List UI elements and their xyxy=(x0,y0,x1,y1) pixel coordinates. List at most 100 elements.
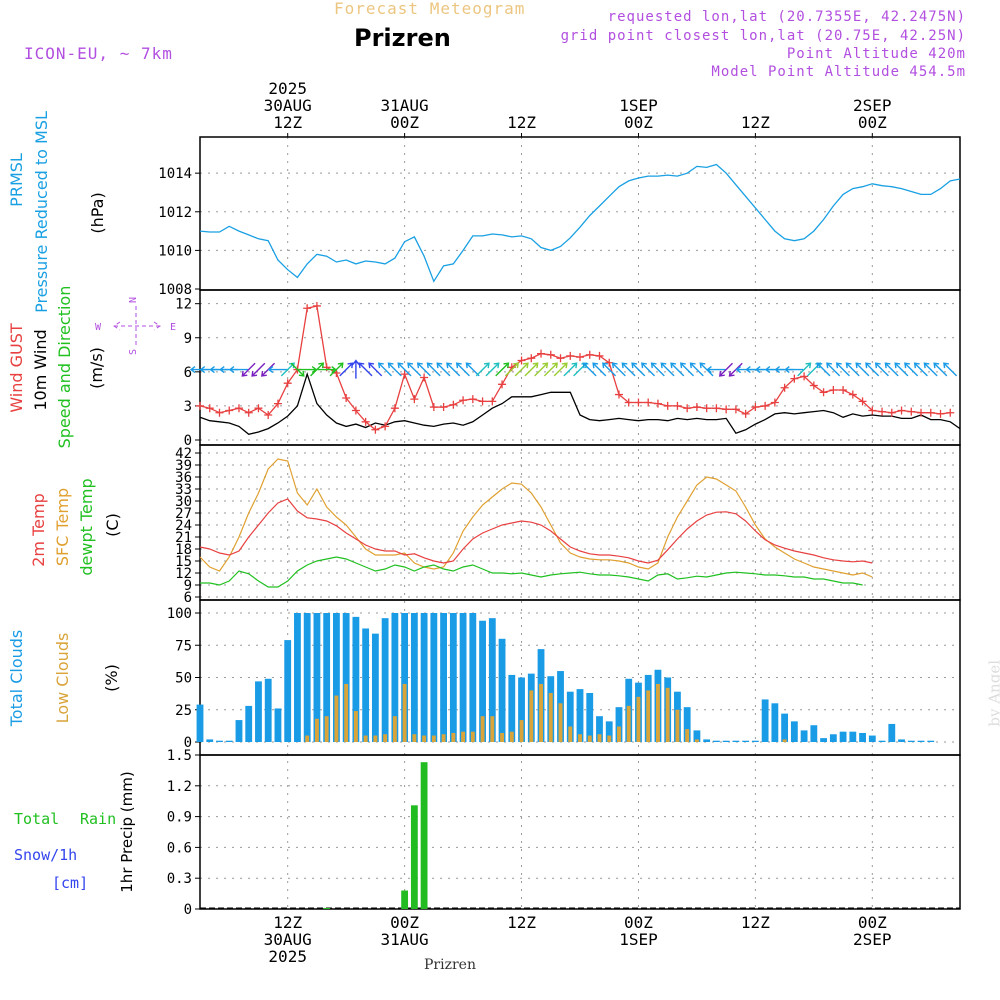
wind-arrow-shape xyxy=(298,366,318,374)
low-cloud-bar xyxy=(461,731,466,742)
rain-bar xyxy=(401,890,409,909)
total-cloud-bar xyxy=(440,613,447,742)
footer-station: Prizren xyxy=(424,957,476,973)
bottom-time-label: 00Z xyxy=(390,913,419,932)
wind-gust-marker xyxy=(692,403,701,412)
wind-arrow-shape xyxy=(397,362,412,377)
wind-arrow-shape xyxy=(358,362,373,377)
wind-arrow-shape xyxy=(660,362,675,377)
wind-direction-arrow xyxy=(660,362,675,377)
bottom-time-label: 1SEP xyxy=(619,930,658,949)
station-title: Prizren xyxy=(354,24,451,52)
snow-unit-label: [cm] xyxy=(52,874,88,892)
wind-direction-arrow xyxy=(933,362,948,377)
wind-gust-marker xyxy=(303,304,312,313)
wind-gust-marker xyxy=(429,403,438,412)
wind-gust-marker xyxy=(244,408,253,417)
wind-gust-marker xyxy=(264,411,273,420)
sfc-temp-label: SFC Temp xyxy=(53,488,72,566)
compass-e-label: E xyxy=(170,322,176,333)
wind-arrow-shape xyxy=(611,362,626,377)
wind-gust-marker xyxy=(410,395,419,404)
wind-unit-label: (m/s) xyxy=(87,347,106,389)
bottom-time-label: 12Z xyxy=(741,913,770,932)
total-cloud-bar xyxy=(362,628,370,742)
wind-speed-line xyxy=(199,371,961,436)
grid-point-coords: grid point closest lon,lat (20.75E, 42.2… xyxy=(560,28,966,44)
wind-direction-arrow xyxy=(426,362,441,377)
wind-arrow-shape xyxy=(874,362,889,377)
wind-direction-arrow xyxy=(251,362,266,377)
wind-direction-arrow xyxy=(514,362,529,377)
total-cloud-bar xyxy=(410,613,418,742)
sfc-temp-line xyxy=(199,458,873,578)
wind-arrow-shape xyxy=(835,362,850,377)
total-cloud-bar xyxy=(245,705,253,742)
temp-tick-label: 9 xyxy=(184,578,192,594)
wind-direction-arrow xyxy=(679,362,695,377)
wind-gust-marker xyxy=(946,408,955,417)
top-time-label: 12Z xyxy=(273,113,302,132)
total-cloud-bar xyxy=(693,730,701,742)
total-cloud-bar xyxy=(781,713,789,742)
wind-arrow-shape xyxy=(553,362,568,377)
precip-tick-label: 1.5 xyxy=(167,748,192,764)
wind-gust-marker xyxy=(420,373,429,382)
total-cloud-bar xyxy=(586,692,594,742)
total-cloud-bar xyxy=(459,613,467,742)
wind-arrow-shape xyxy=(679,362,695,377)
wind-arrow-shape xyxy=(475,362,490,377)
total-cloud-bar xyxy=(713,740,720,742)
wind-tick-label: 3 xyxy=(184,399,192,415)
total-cloud-bar xyxy=(196,704,204,742)
low-cloud-bar xyxy=(480,716,485,742)
panel-frame-temp xyxy=(199,444,961,601)
wind-arrow-shape xyxy=(718,362,734,377)
wind-direction-arrow xyxy=(446,362,461,377)
wind-gust-marker xyxy=(624,398,633,407)
wind-direction-arrow xyxy=(894,362,909,377)
wind-direction-arrow xyxy=(485,362,500,377)
wind-direction-arrow xyxy=(611,362,626,377)
wind-arrow-shape xyxy=(436,362,451,377)
rain-bar xyxy=(323,907,331,909)
total-cloud-bar xyxy=(810,725,818,742)
wind-gust-marker xyxy=(459,396,468,405)
total-cloud-bar xyxy=(596,716,603,742)
wind-gust-marker xyxy=(342,393,351,402)
wind-gust-marker xyxy=(644,398,653,407)
top-time-label: 12Z xyxy=(741,113,770,132)
wind-direction-arrow xyxy=(455,362,470,377)
wind-tick-label: 9 xyxy=(184,331,192,347)
wind-arrow-shape xyxy=(943,362,958,377)
wind-arrow-shape xyxy=(504,362,519,377)
wind-direction-arrow xyxy=(797,362,812,377)
wind-direction-arrow xyxy=(241,362,256,377)
total-cloud-bar xyxy=(888,723,896,742)
wind-arrow-shape xyxy=(495,362,510,377)
wind-arrow-shape xyxy=(602,362,617,377)
wind-direction-arrow xyxy=(407,362,422,377)
total-cloud-bar xyxy=(479,620,486,742)
wind-direction-arrow xyxy=(553,362,568,377)
wind-gust-marker xyxy=(215,408,224,417)
wind-gust-marker xyxy=(225,406,234,415)
wind-gust-marker xyxy=(858,397,867,406)
wind-arrow-shape xyxy=(933,362,948,377)
wind-arrow-shape xyxy=(485,362,500,377)
wind-arrow-shape xyxy=(641,362,656,377)
low-cloud-bar xyxy=(607,735,612,742)
low-cloud-bar xyxy=(363,735,368,742)
wind-direction-arrow xyxy=(582,362,597,377)
wind-direction-arrow xyxy=(621,362,636,377)
pressure-tick-label: 1008 xyxy=(158,282,192,298)
low-cloud-bar xyxy=(578,734,582,742)
wind-direction-arrow xyxy=(534,362,549,377)
precip-tick-label: 0.6 xyxy=(167,840,192,856)
low-cloud-bar xyxy=(441,734,446,742)
bottom-time-label: 30AUG xyxy=(264,930,312,949)
precip-tick-label: 0 xyxy=(184,902,192,918)
wind-gust-marker xyxy=(498,380,507,389)
wind-direction-arrow xyxy=(784,366,804,374)
